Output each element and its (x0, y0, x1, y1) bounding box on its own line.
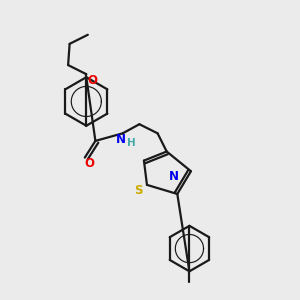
Text: N: N (169, 170, 179, 183)
Text: O: O (85, 157, 95, 170)
Text: O: O (88, 74, 98, 87)
Text: S: S (134, 184, 143, 196)
Text: N: N (116, 133, 126, 146)
Text: H: H (127, 138, 136, 148)
